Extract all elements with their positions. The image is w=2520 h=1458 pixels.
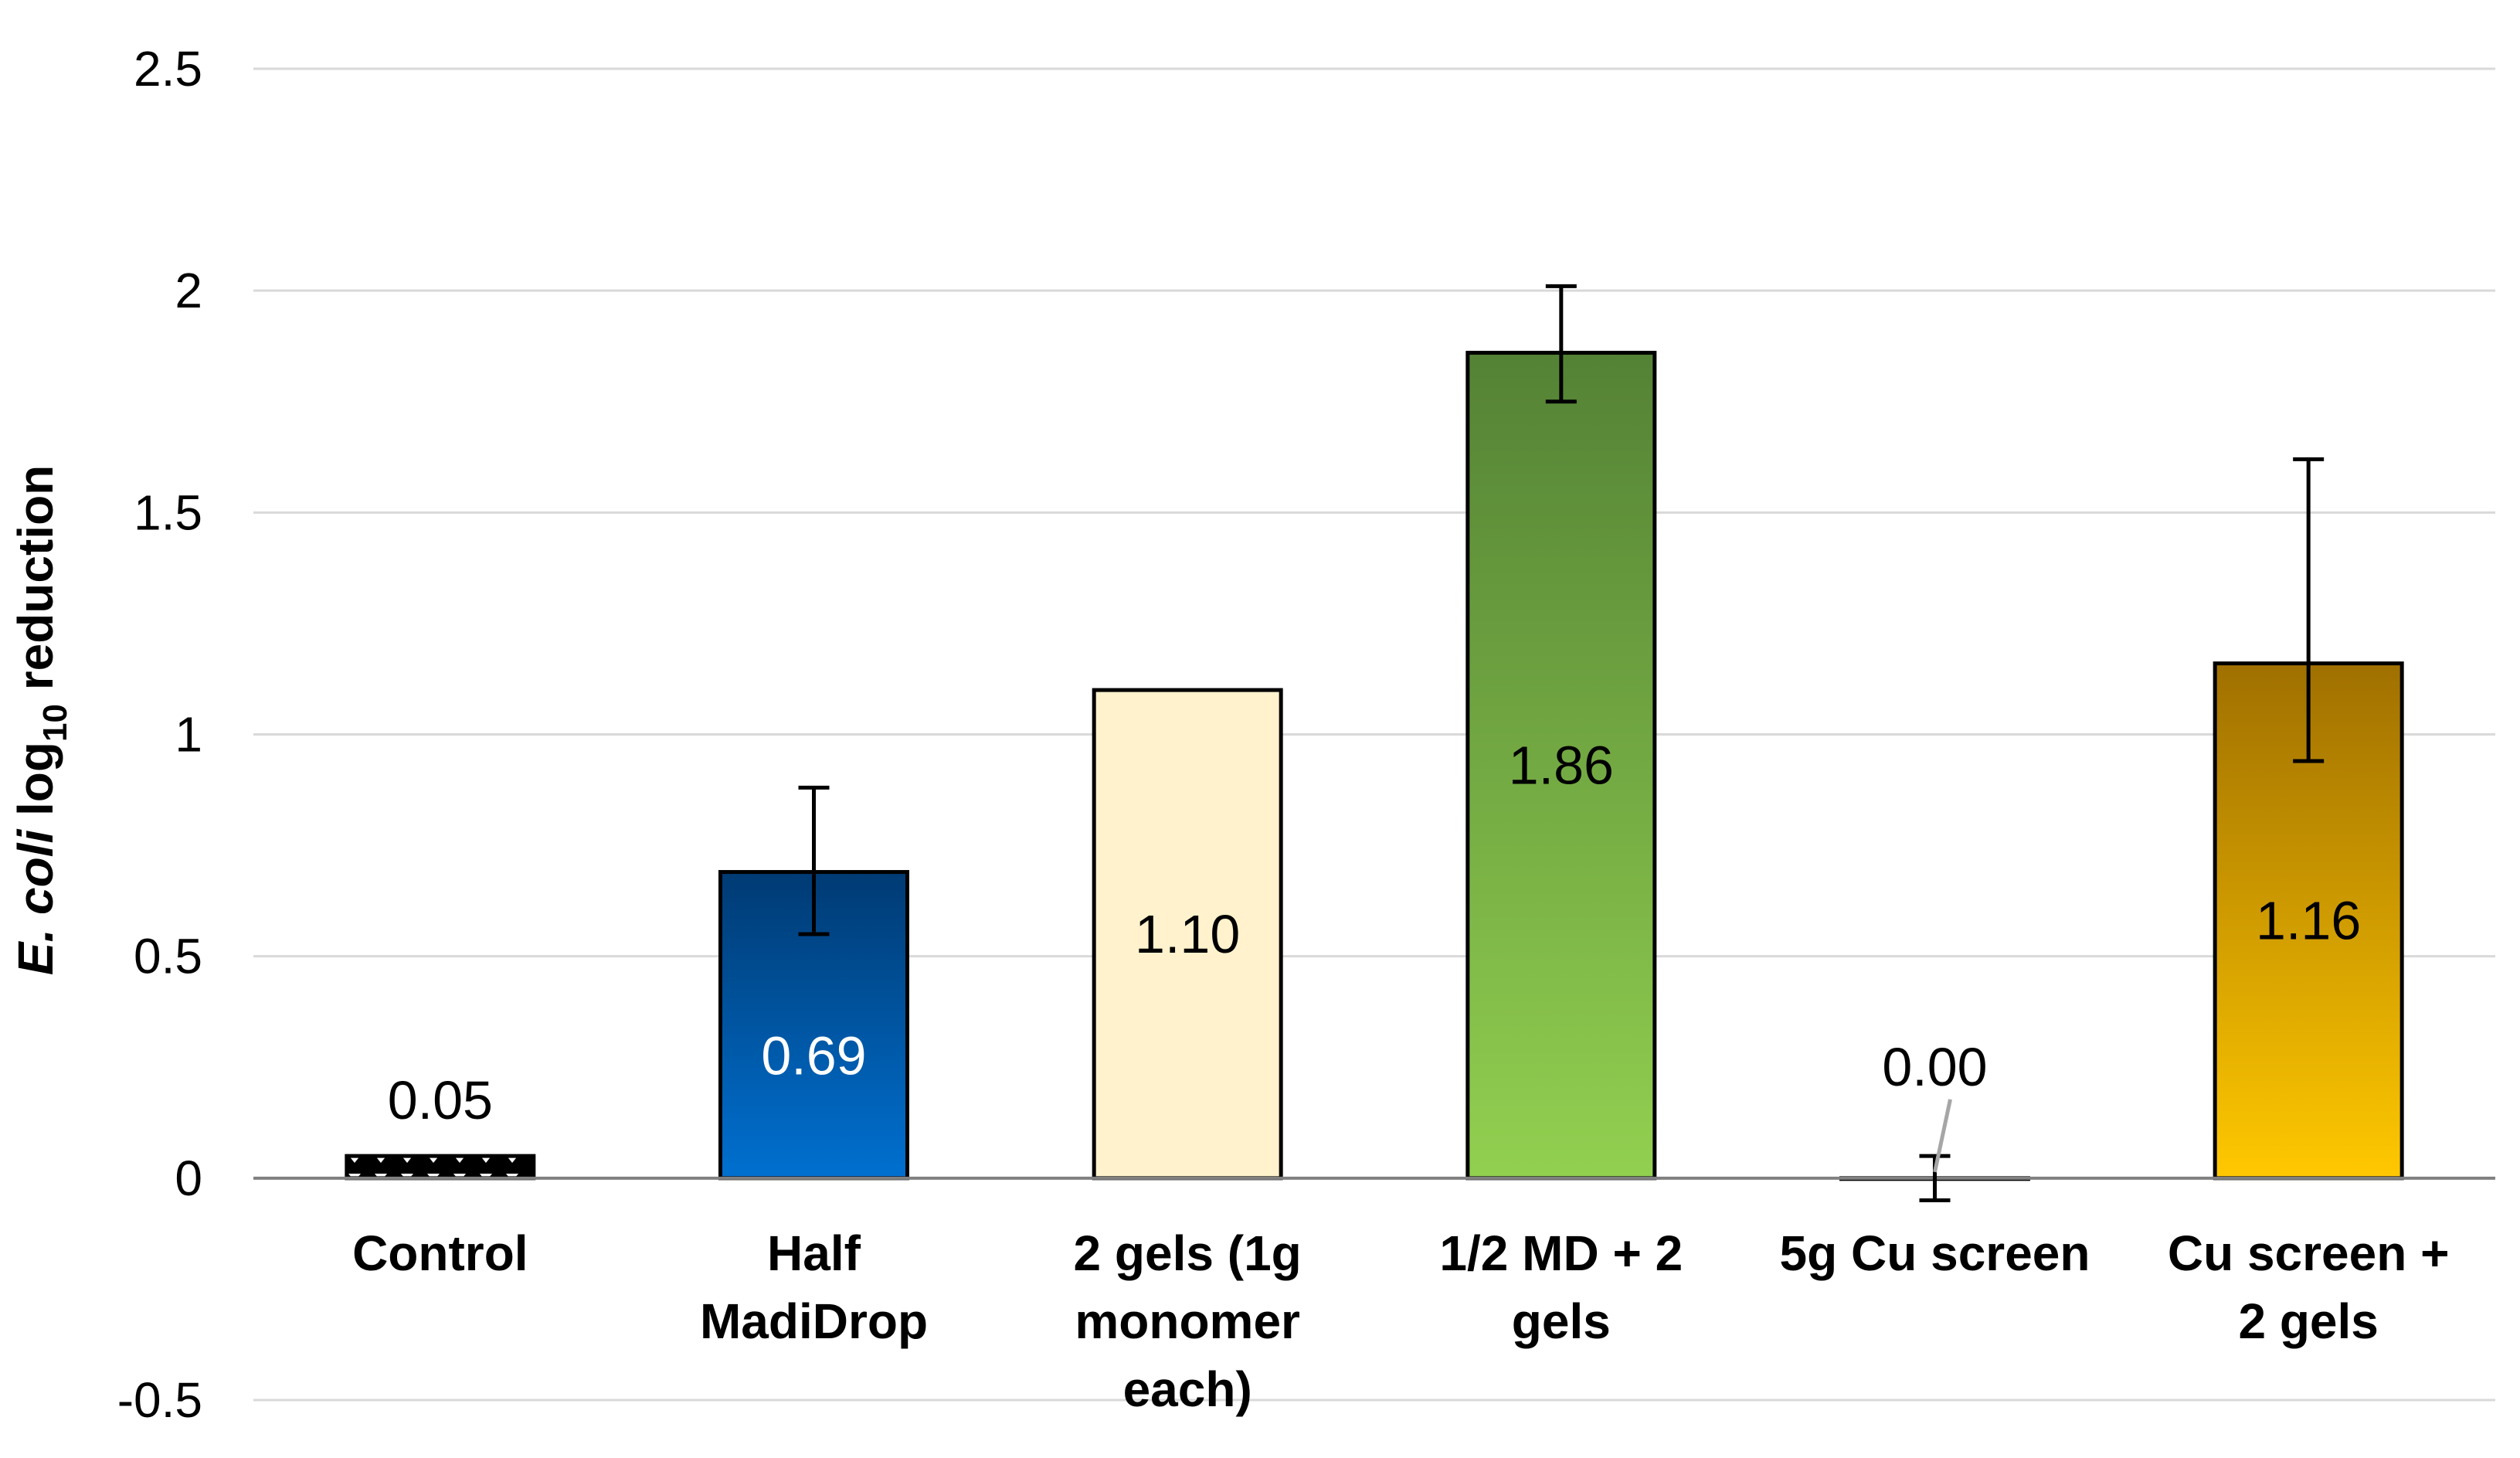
y-axis-label-main: log bbox=[8, 742, 63, 830]
category-label: 2 gels (1g monomer each) bbox=[1074, 1225, 1302, 1417]
category-label-line: Cu screen + bbox=[2168, 1225, 2450, 1281]
category-label: Cu screen + 2 gels bbox=[2168, 1225, 2450, 1349]
y-axis-label: E. coli log10 reduction bbox=[8, 465, 74, 976]
leader-line bbox=[1933, 1099, 1952, 1173]
y-tick-label: 1 bbox=[175, 707, 202, 763]
category-labels: Control Half MadiDrop 2 gels (1g monomer each… bbox=[352, 1225, 2449, 1417]
bar bbox=[345, 1154, 536, 1181]
data-label: 1.16 bbox=[2256, 891, 2361, 951]
gridlines bbox=[253, 67, 2495, 1402]
data-label: 1.86 bbox=[1509, 736, 1614, 796]
category-label: Half MadiDrop bbox=[700, 1225, 928, 1349]
category-label: 1/2 MD + 2 gels bbox=[1439, 1225, 1683, 1349]
category-label-line: Half bbox=[767, 1225, 861, 1281]
category-label-line: Control bbox=[352, 1225, 528, 1281]
category-label-line: each) bbox=[1123, 1361, 1252, 1417]
category-label-line: gels bbox=[1512, 1293, 1611, 1349]
data-label: 0.05 bbox=[388, 1070, 493, 1130]
data-label: 0.69 bbox=[761, 1025, 866, 1086]
bars bbox=[345, 351, 2404, 1181]
data-label: 0.00 bbox=[1882, 1037, 1987, 1097]
category-label-line: monomer bbox=[1075, 1293, 1300, 1349]
y-tick-label: 1.5 bbox=[134, 484, 202, 540]
y-axis-label-suffix: reduction bbox=[8, 465, 63, 704]
y-tick-label: 2.5 bbox=[134, 41, 202, 97]
y-tick-label: 2 bbox=[175, 263, 202, 318]
category-label-line: 1/2 MD + 2 bbox=[1439, 1225, 1683, 1281]
category-label-line: 2 gels bbox=[2238, 1293, 2378, 1349]
y-axis-ticks: -0.5 0 0.5 1 1.5 2 2.5 bbox=[117, 41, 202, 1428]
error-bars bbox=[798, 284, 2325, 1203]
data-labels: 0.05 0.69 1.10 1.86 0.00 1.16 bbox=[388, 736, 2361, 1173]
y-axis-label-subscript: 10 bbox=[36, 704, 74, 742]
category-label-line: 2 gels (1g bbox=[1074, 1225, 1302, 1281]
category-label-line: 5g Cu screen bbox=[1780, 1225, 2090, 1281]
data-label: 1.10 bbox=[1135, 904, 1240, 964]
y-axis-label-prefix: E. coli bbox=[8, 829, 63, 976]
category-label: Control bbox=[352, 1225, 528, 1281]
y-tick-label: 0 bbox=[175, 1150, 202, 1206]
y-tick-label: 0.5 bbox=[134, 929, 202, 984]
category-label: 5g Cu screen bbox=[1780, 1225, 2090, 1281]
category-label-line: MadiDrop bbox=[700, 1293, 928, 1349]
bar bbox=[1092, 688, 1283, 1181]
y-tick-label: -0.5 bbox=[117, 1372, 202, 1428]
bar bbox=[1465, 351, 1657, 1181]
